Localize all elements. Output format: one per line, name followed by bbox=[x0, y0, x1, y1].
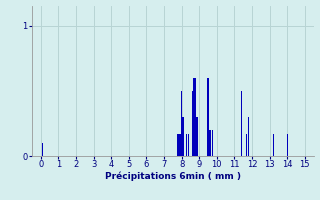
Bar bbox=[287, 134, 288, 156]
Bar bbox=[178, 134, 179, 156]
X-axis label: Précipitations 6min ( mm ): Précipitations 6min ( mm ) bbox=[105, 172, 241, 181]
Bar bbox=[177, 134, 178, 156]
Bar bbox=[207, 78, 209, 156]
Bar bbox=[246, 134, 247, 156]
Bar bbox=[273, 134, 274, 156]
Bar bbox=[186, 134, 188, 156]
Bar bbox=[196, 117, 197, 156]
Bar bbox=[42, 143, 43, 156]
Bar bbox=[193, 78, 194, 156]
Bar bbox=[182, 117, 184, 156]
Bar bbox=[210, 130, 212, 156]
Bar bbox=[181, 91, 182, 156]
Bar bbox=[209, 130, 210, 156]
Bar bbox=[188, 134, 189, 156]
Bar bbox=[194, 78, 196, 156]
Bar bbox=[192, 91, 193, 156]
Bar bbox=[247, 117, 249, 156]
Bar bbox=[197, 117, 198, 156]
Bar bbox=[212, 130, 213, 156]
Bar bbox=[241, 91, 242, 156]
